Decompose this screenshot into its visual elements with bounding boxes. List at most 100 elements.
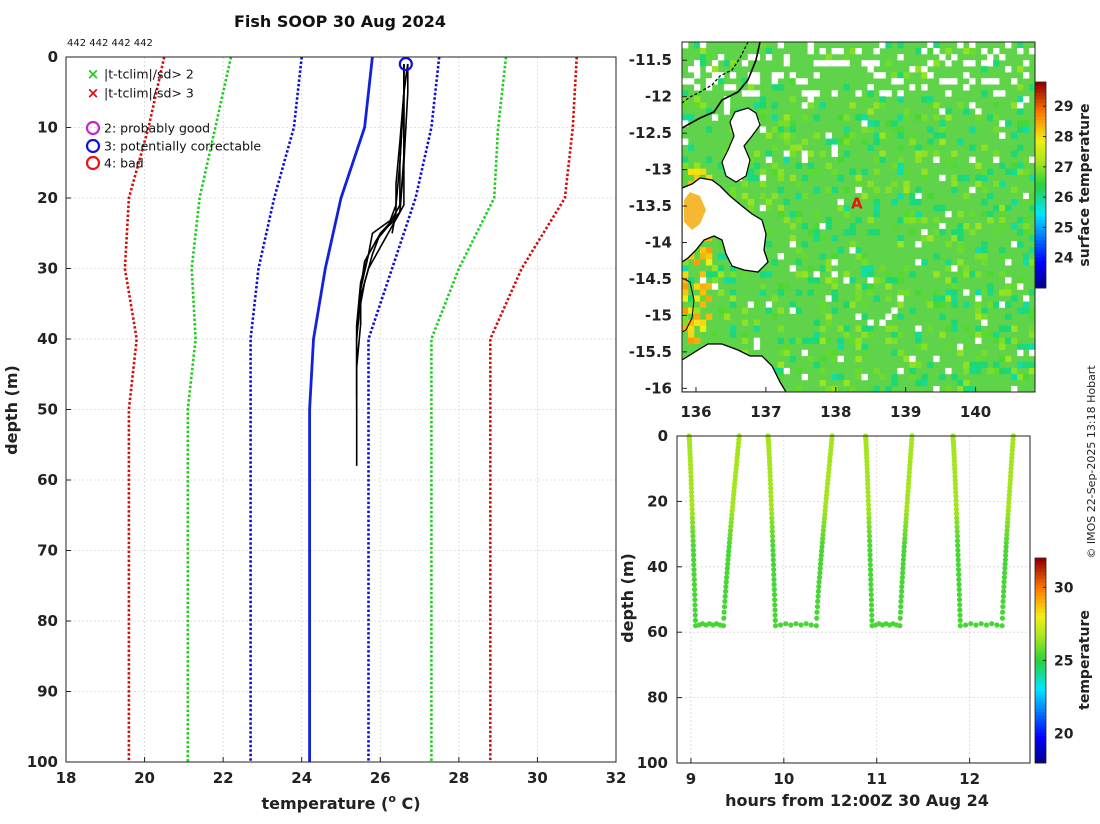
sst-map-cell — [873, 120, 880, 127]
time-depth-point — [1000, 609, 1006, 615]
sst-map-cell — [783, 156, 790, 163]
time-depth-point — [864, 469, 870, 475]
time-depth-point — [953, 506, 960, 512]
sst-map-cell — [957, 223, 964, 230]
time-depth-colorbar-segment — [1035, 605, 1046, 610]
sst-map-cell — [759, 180, 767, 188]
sst-map-cell — [981, 241, 988, 248]
sst-map-cell — [831, 150, 838, 157]
sst-map-cell — [759, 168, 767, 175]
time-depth-point — [905, 488, 911, 494]
map-colorbar-segment — [1035, 160, 1046, 165]
sst-map-cell — [1023, 229, 1030, 236]
sst-map-cell — [1005, 277, 1012, 284]
sst-map-cell — [951, 301, 958, 308]
sst-map-cell — [999, 271, 1006, 278]
legend-cross-icon: × — [87, 65, 100, 83]
sst-map-cell — [777, 361, 784, 369]
sst-map-cell — [999, 132, 1006, 139]
time-depth-colorbar-segment — [1035, 701, 1046, 706]
time-depth-point — [899, 584, 905, 590]
sst-map-cell — [813, 319, 820, 326]
sst-map-cell — [777, 168, 784, 175]
sst-map-cell — [939, 174, 946, 182]
profile-y-tick-label: 30 — [37, 260, 58, 278]
time-depth-point — [814, 615, 820, 621]
sst-map-cell — [813, 223, 820, 230]
sst-map-cell — [885, 60, 892, 67]
sst-map-cell — [819, 379, 826, 387]
time-depth-point — [868, 602, 875, 608]
time-depth-point — [1008, 469, 1014, 476]
sst-map-cell — [831, 307, 838, 314]
sst-map-cell — [825, 54, 832, 61]
sst-map-cell — [777, 174, 784, 182]
map-y-tick-label: -11.5 — [629, 51, 672, 69]
time-depth-point — [770, 542, 776, 549]
sst-map-cell — [957, 102, 964, 109]
map-colorbar-segment — [1035, 143, 1046, 148]
map-colorbar-segment — [1035, 154, 1046, 158]
sst-map-cell — [891, 78, 898, 85]
time-depth-point — [900, 557, 907, 563]
profile-y-tick-label: 50 — [37, 401, 58, 419]
time-depth-colorbar-segment — [1035, 698, 1046, 702]
sst-map-cell — [969, 271, 976, 278]
map-colorbar-tick-label: 26 — [1054, 190, 1073, 206]
sst-map-cell — [1023, 295, 1030, 302]
sst-map-cell — [694, 337, 701, 344]
sst-map-cell — [867, 283, 874, 290]
sst-map-cell — [981, 313, 988, 320]
sst-map-cell — [963, 72, 970, 79]
sst-map-cell — [729, 289, 737, 296]
sst-map-cell — [927, 192, 934, 200]
time-depth-point — [818, 552, 824, 559]
time-depth-point — [819, 544, 825, 550]
sst-map-cell — [783, 283, 790, 290]
profile-x-tick-label: 20 — [134, 769, 155, 787]
sst-map-cell — [682, 42, 689, 49]
time-depth-point — [953, 493, 959, 499]
sst-map-cell — [694, 84, 701, 91]
time-depth-point — [864, 466, 870, 472]
time-depth-point — [1003, 540, 1009, 546]
sst-map-cell — [963, 386, 970, 392]
sst-map-cell — [705, 283, 713, 290]
sst-map-cell — [682, 114, 689, 121]
time-depth-point — [768, 485, 774, 491]
time-depth-point — [725, 557, 731, 563]
sst-map-cell — [843, 301, 850, 308]
sst-map-cell — [855, 343, 862, 350]
map-y-tick-label: -16 — [645, 379, 672, 397]
time-depth-point — [768, 493, 774, 499]
sst-map-cell — [777, 289, 784, 296]
sst-map-cell — [699, 48, 707, 55]
time-depth-colorbar-segment — [1035, 602, 1046, 607]
time-depth-colorbar-segment — [1035, 646, 1046, 651]
sst-map-cell — [789, 235, 796, 242]
time-depth-point — [900, 565, 906, 572]
sst-map-cell — [801, 241, 808, 248]
sst-map-cell — [1017, 361, 1024, 369]
map-colorbar-segment — [1035, 106, 1046, 110]
sst-map-cell — [873, 138, 880, 145]
time-depth-point — [999, 615, 1006, 621]
sst-map-cell — [753, 78, 761, 85]
sst-map-cell — [957, 211, 964, 218]
sst-map-cell — [759, 126, 767, 133]
sst-map-cell — [879, 102, 886, 109]
sst-map-cell — [951, 373, 958, 381]
sst-map-cell — [909, 229, 916, 236]
time-depth-colorbar-segment — [1035, 691, 1046, 696]
map-y-tick-label: -12 — [645, 88, 672, 106]
sst-map-cell — [688, 114, 695, 121]
sst-map-cell — [945, 295, 952, 302]
sst-map-cell — [807, 90, 814, 97]
sst-map-cell — [1023, 223, 1030, 230]
time-depth-x-axis-label: hours from 12:00Z 30 Aug 24 — [725, 791, 989, 810]
time-depth-point — [902, 531, 908, 538]
sst-map-cell — [885, 337, 892, 344]
time-depth-point — [868, 592, 874, 598]
time-depth-point — [825, 473, 831, 479]
sst-map-cell — [771, 84, 778, 91]
